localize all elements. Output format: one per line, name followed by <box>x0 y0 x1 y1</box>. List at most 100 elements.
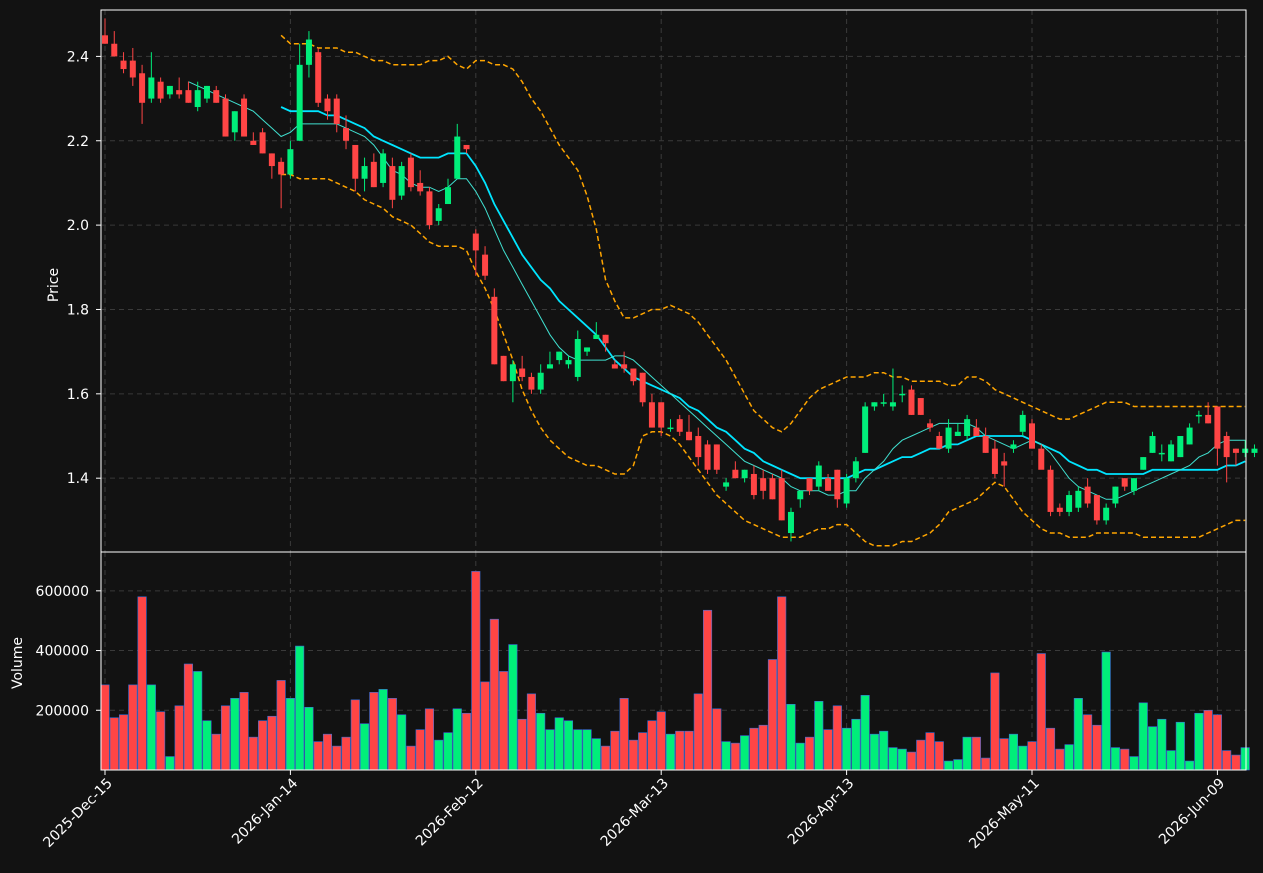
candle-body <box>139 73 146 103</box>
volume-bar <box>434 739 444 771</box>
volume-bar <box>1222 750 1232 771</box>
volume-bar <box>1101 651 1111 771</box>
candle-body <box>1140 457 1147 470</box>
candle-body <box>231 111 238 133</box>
price-tick-label: 2.2 <box>67 134 89 150</box>
volume-bar <box>1092 724 1102 771</box>
candle-body <box>454 136 461 179</box>
volume-bar <box>322 733 333 771</box>
volume-bar <box>424 708 434 771</box>
volume-bar <box>563 720 574 771</box>
volume-bar <box>832 705 842 771</box>
candle-body <box>1029 423 1035 449</box>
volume-axis-label: Volume <box>10 637 26 689</box>
volume-bar <box>823 729 833 771</box>
volume-bar <box>387 698 397 771</box>
candle-body <box>982 436 989 453</box>
volume-bar <box>267 715 277 771</box>
candle-body <box>1168 444 1175 462</box>
candle-body <box>1232 448 1239 453</box>
price-axis-label: Price <box>46 268 62 302</box>
candle-body <box>1242 448 1249 453</box>
volume-bar <box>369 692 379 771</box>
candle-body <box>166 85 173 95</box>
candle-body <box>361 166 368 179</box>
candle-body <box>1010 444 1017 449</box>
candle-body <box>602 334 609 344</box>
candle-body <box>639 372 646 403</box>
volume-bar <box>536 712 546 771</box>
volume-bar <box>647 720 657 771</box>
candle-body <box>1047 469 1054 512</box>
volume-bar <box>981 757 991 771</box>
candle-body <box>1205 414 1212 424</box>
candle-body <box>862 406 869 453</box>
volume-bar <box>740 735 750 771</box>
candle-body <box>769 478 776 500</box>
candle-body <box>380 153 387 183</box>
volume-bar <box>1175 721 1185 771</box>
x-tick-label: 2026-Jan-14 <box>229 775 301 847</box>
candle-body <box>648 402 655 428</box>
candle-body <box>630 368 637 382</box>
candle-body <box>296 64 303 141</box>
candle-body <box>1130 478 1137 491</box>
volume-bar <box>925 732 935 771</box>
candle-body <box>194 90 201 108</box>
volume-tick-label: 600000 <box>36 584 89 600</box>
candle-body <box>1056 507 1063 512</box>
volume-bar <box>730 742 740 771</box>
candle-body <box>1223 436 1230 458</box>
volume-bar <box>703 609 713 771</box>
volume-bar <box>1120 748 1130 771</box>
candle-body <box>871 402 878 407</box>
volume-bar <box>1018 745 1028 771</box>
candle-body <box>741 469 748 479</box>
volume-bar <box>183 663 193 771</box>
volume-bar <box>258 720 268 771</box>
candle-body <box>658 402 665 428</box>
volume-bar <box>1110 747 1120 771</box>
volume-bar <box>406 745 416 771</box>
candle-body <box>806 478 813 491</box>
candle-body <box>704 444 711 470</box>
candle-body <box>250 140 257 145</box>
volume-bar <box>554 717 564 771</box>
x-tick-label: 2026-Feb-12 <box>413 776 487 850</box>
candle-body <box>621 364 628 369</box>
volume-bar <box>146 684 156 771</box>
candle-body <box>1103 507 1110 521</box>
candle-body <box>509 364 516 382</box>
candle-body <box>787 511 794 534</box>
volume-bar <box>684 730 694 771</box>
candle-body <box>1001 461 1008 466</box>
candle-body <box>222 98 229 137</box>
volume-bar <box>313 741 323 771</box>
bollinger-lower-line <box>281 173 1246 547</box>
price-tick-label: 1.8 <box>67 302 89 318</box>
volume-bar <box>526 693 536 771</box>
candle-body <box>927 423 934 428</box>
volume-tick-label: 200000 <box>36 703 89 719</box>
candle-body <box>1038 448 1045 470</box>
candle-body <box>519 368 526 377</box>
price-panel-frame <box>100 9 1247 553</box>
volume-bar <box>610 730 620 771</box>
price-tick-label: 1.6 <box>67 387 89 403</box>
candle-body <box>1149 436 1156 453</box>
volume-bar <box>156 711 166 771</box>
candle-body <box>973 427 980 437</box>
volume-bar <box>814 701 824 771</box>
volume-bar <box>220 705 231 771</box>
candle-body <box>111 43 118 57</box>
volume-bar <box>962 736 972 771</box>
candle-body <box>917 398 924 415</box>
volume-bar <box>1147 726 1158 771</box>
volume-bar <box>545 729 555 771</box>
volume-bar <box>1166 750 1176 771</box>
candle-body <box>157 81 164 99</box>
candle-body <box>834 469 841 500</box>
candle-body <box>880 402 887 404</box>
volume-bar <box>350 699 360 771</box>
